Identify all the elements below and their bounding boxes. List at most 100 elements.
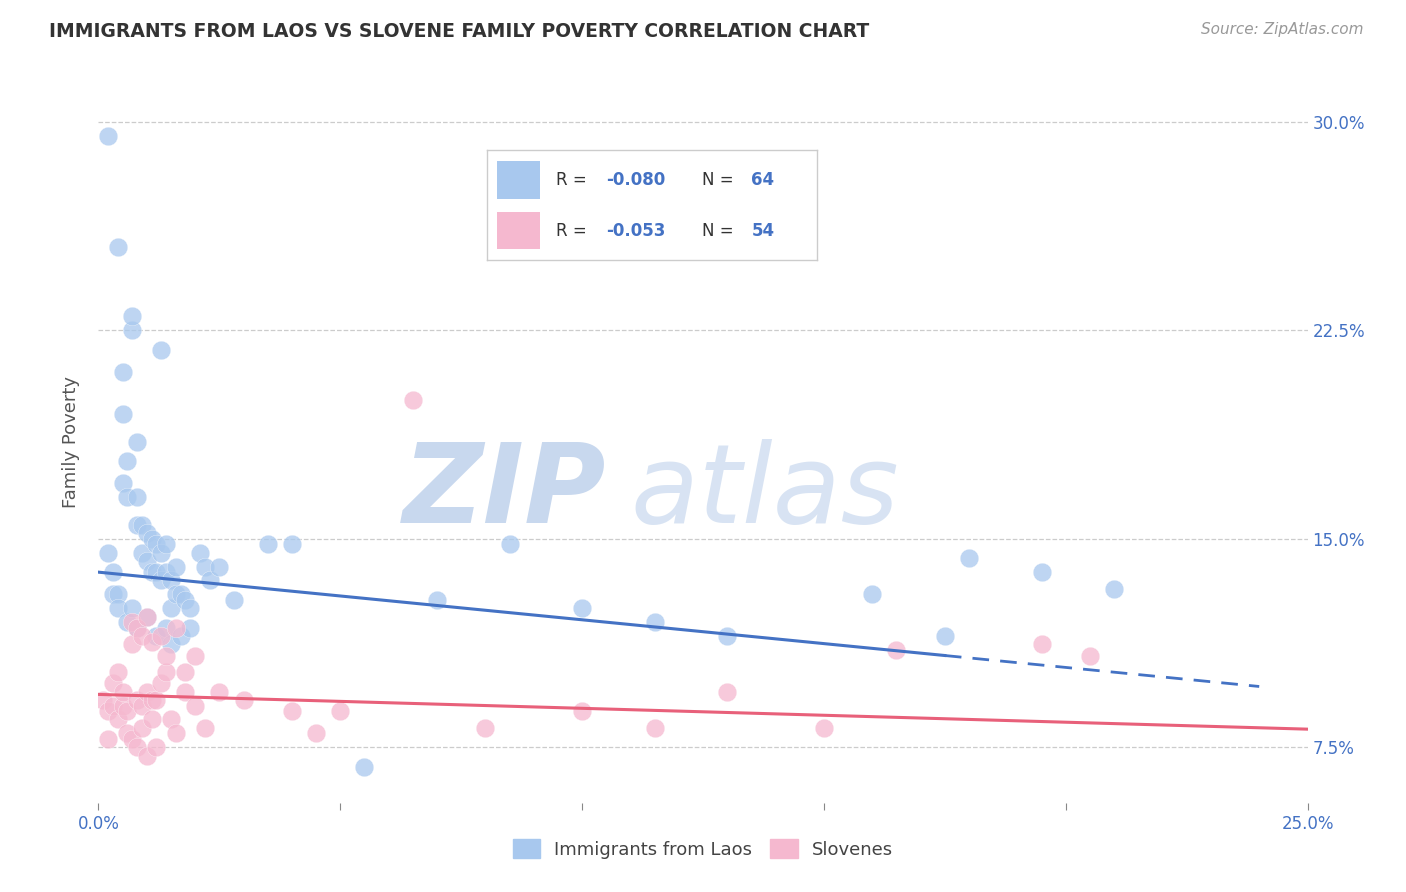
Point <box>101 565 124 579</box>
Point <box>426 593 449 607</box>
Point <box>150 343 173 357</box>
Text: N =: N = <box>702 170 738 189</box>
Point <box>198 574 221 588</box>
Point <box>107 587 129 601</box>
Point <box>644 615 666 630</box>
Point <box>208 559 231 574</box>
Point <box>97 704 120 718</box>
Point <box>174 593 197 607</box>
Text: 64: 64 <box>751 170 775 189</box>
Point <box>165 621 187 635</box>
Point <box>91 693 114 707</box>
Point <box>174 665 197 680</box>
Point <box>934 629 956 643</box>
Point <box>179 601 201 615</box>
Point <box>194 721 217 735</box>
Bar <box>496 211 540 250</box>
Point <box>155 537 177 551</box>
Point <box>860 587 883 601</box>
Text: atlas: atlas <box>630 439 898 546</box>
Point <box>169 629 191 643</box>
Point <box>141 693 163 707</box>
Point <box>111 365 134 379</box>
Point <box>97 731 120 746</box>
Point <box>135 554 157 568</box>
Point <box>127 434 149 449</box>
Point <box>179 621 201 635</box>
Point <box>644 721 666 735</box>
Point <box>160 713 183 727</box>
Point <box>117 704 139 718</box>
Point <box>1031 565 1053 579</box>
Point <box>232 693 254 707</box>
Point <box>329 704 352 718</box>
Point <box>127 490 149 504</box>
Legend: Immigrants from Laos, Slovenes: Immigrants from Laos, Slovenes <box>506 832 900 866</box>
Point <box>571 704 593 718</box>
Point <box>1078 648 1101 663</box>
Point <box>571 601 593 615</box>
Point <box>117 454 139 468</box>
Point <box>305 726 328 740</box>
Point <box>402 392 425 407</box>
Bar <box>496 161 540 199</box>
Text: ZIP: ZIP <box>402 439 606 546</box>
Point <box>141 713 163 727</box>
Point <box>813 721 835 735</box>
Text: IMMIGRANTS FROM LAOS VS SLOVENE FAMILY POVERTY CORRELATION CHART: IMMIGRANTS FROM LAOS VS SLOVENE FAMILY P… <box>49 22 869 41</box>
Point <box>353 760 375 774</box>
Point <box>121 731 143 746</box>
Point <box>155 648 177 663</box>
Point <box>131 517 153 532</box>
Point <box>131 698 153 713</box>
Text: R =: R = <box>557 221 592 240</box>
Point <box>169 587 191 601</box>
Point <box>127 621 149 635</box>
Point <box>160 637 183 651</box>
Point <box>957 551 980 566</box>
Point <box>145 537 167 551</box>
Point <box>141 565 163 579</box>
Text: Source: ZipAtlas.com: Source: ZipAtlas.com <box>1201 22 1364 37</box>
Point <box>184 698 207 713</box>
Point <box>716 629 738 643</box>
Y-axis label: Family Poverty: Family Poverty <box>62 376 80 508</box>
Point <box>97 128 120 143</box>
Point <box>150 574 173 588</box>
Point <box>101 587 124 601</box>
Point <box>117 615 139 630</box>
Point <box>127 621 149 635</box>
Point <box>111 684 134 698</box>
Text: -0.053: -0.053 <box>606 221 665 240</box>
Point <box>281 704 304 718</box>
Point <box>107 601 129 615</box>
Point <box>145 693 167 707</box>
Point <box>165 587 187 601</box>
Point <box>97 546 120 560</box>
Point <box>208 684 231 698</box>
Point <box>127 517 149 532</box>
Point <box>101 698 124 713</box>
Point <box>174 684 197 698</box>
Point <box>160 601 183 615</box>
Point <box>150 676 173 690</box>
Point <box>107 240 129 254</box>
Point <box>886 643 908 657</box>
Point <box>155 621 177 635</box>
Point <box>716 684 738 698</box>
Point <box>101 676 124 690</box>
Point <box>1031 637 1053 651</box>
Point <box>121 637 143 651</box>
Point <box>127 693 149 707</box>
Point <box>121 615 143 630</box>
Point <box>281 537 304 551</box>
Point <box>150 546 173 560</box>
Point <box>135 526 157 541</box>
Point <box>121 601 143 615</box>
Point <box>135 748 157 763</box>
Point <box>222 593 245 607</box>
Point <box>184 648 207 663</box>
Point <box>117 726 139 740</box>
Point <box>131 721 153 735</box>
Text: R =: R = <box>557 170 592 189</box>
